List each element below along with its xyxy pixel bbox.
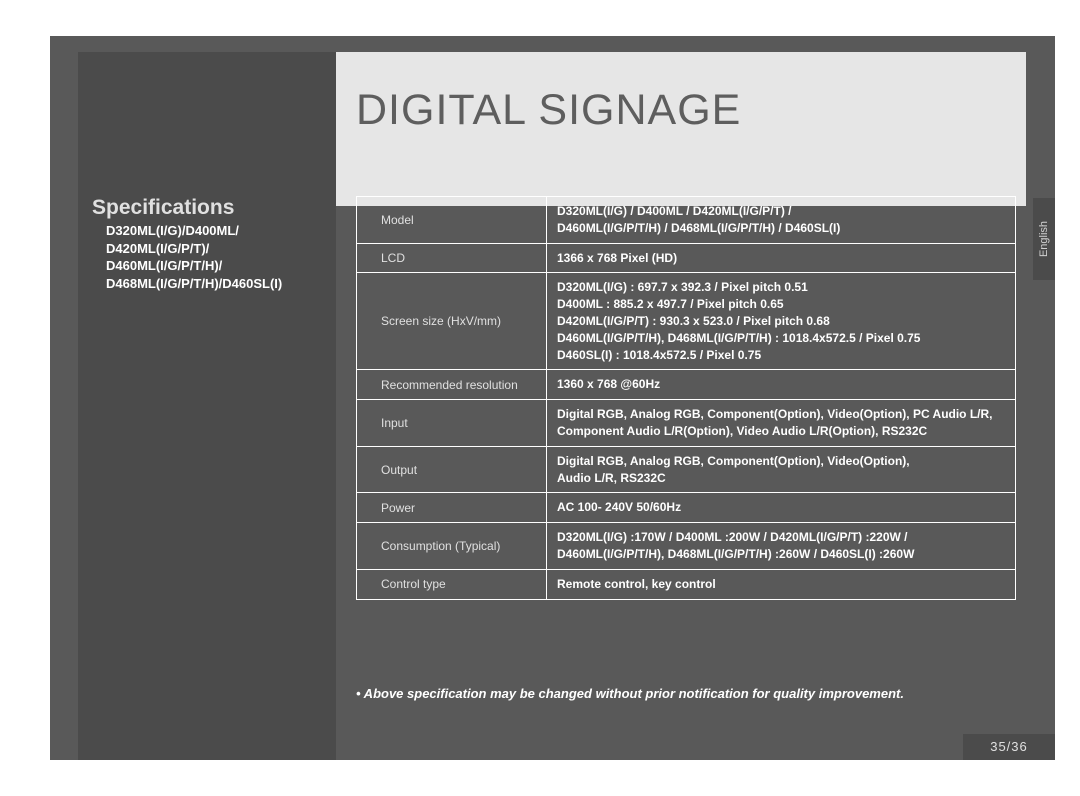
spec-label: Recommended resolution [357, 370, 547, 400]
spec-value: D320ML(I/G) : 697.7 x 392.3 / Pixel pitc… [547, 273, 1016, 370]
spec-value: AC 100- 240V 50/60Hz [547, 493, 1016, 523]
table-row: Screen size (HxV/mm)D320ML(I/G) : 697.7 … [357, 273, 1016, 370]
spec-label: Input [357, 400, 547, 447]
footnote: • Above specification may be changed wit… [356, 686, 904, 701]
table-row: Control typeRemote control, key control [357, 569, 1016, 599]
table-row: Consumption (Typical)D320ML(I/G) :170W /… [357, 523, 1016, 570]
spec-value: 1360 x 768 @60Hz [547, 370, 1016, 400]
table-row: OutputDigital RGB, Analog RGB, Component… [357, 446, 1016, 493]
page: DIGITAL SIGNAGE Specifications D320ML(I/… [50, 36, 1055, 760]
spec-value: Digital RGB, Analog RGB, Component(Optio… [547, 446, 1016, 493]
spec-value: Digital RGB, Analog RGB, Component(Optio… [547, 400, 1016, 447]
spec-value: 1366 x 768 Pixel (HD) [547, 243, 1016, 273]
table-row: PowerAC 100- 240V 50/60Hz [357, 493, 1016, 523]
table-row: ModelD320ML(I/G) / D400ML / D420ML(I/G/P… [357, 197, 1016, 244]
sidebar-bg [78, 52, 336, 760]
spec-heading: Specifications [92, 196, 234, 220]
table-row: LCD1366 x 768 Pixel (HD) [357, 243, 1016, 273]
table-row: Recommended resolution1360 x 768 @60Hz [357, 370, 1016, 400]
page-title: DIGITAL SIGNAGE [356, 86, 741, 135]
spec-label: Output [357, 446, 547, 493]
spec-label: Power [357, 493, 547, 523]
spec-label: Control type [357, 569, 547, 599]
spec-value: Remote control, key control [547, 569, 1016, 599]
spec-label: Model [357, 197, 547, 244]
spec-label: Screen size (HxV/mm) [357, 273, 547, 370]
spec-table: ModelD320ML(I/G) / D400ML / D420ML(I/G/P… [356, 196, 1016, 600]
language-tab: English [1033, 198, 1055, 280]
language-label: English [1038, 221, 1050, 257]
table-row: InputDigital RGB, Analog RGB, Component(… [357, 400, 1016, 447]
model-list: D320ML(I/G)/D400ML/ D420ML(I/G/P/T)/ D46… [106, 222, 282, 292]
page-number: 35/36 [963, 734, 1055, 760]
spec-value: D320ML(I/G) / D400ML / D420ML(I/G/P/T) /… [547, 197, 1016, 244]
spec-value: D320ML(I/G) :170W / D400ML :200W / D420M… [547, 523, 1016, 570]
spec-label: LCD [357, 243, 547, 273]
spec-label: Consumption (Typical) [357, 523, 547, 570]
